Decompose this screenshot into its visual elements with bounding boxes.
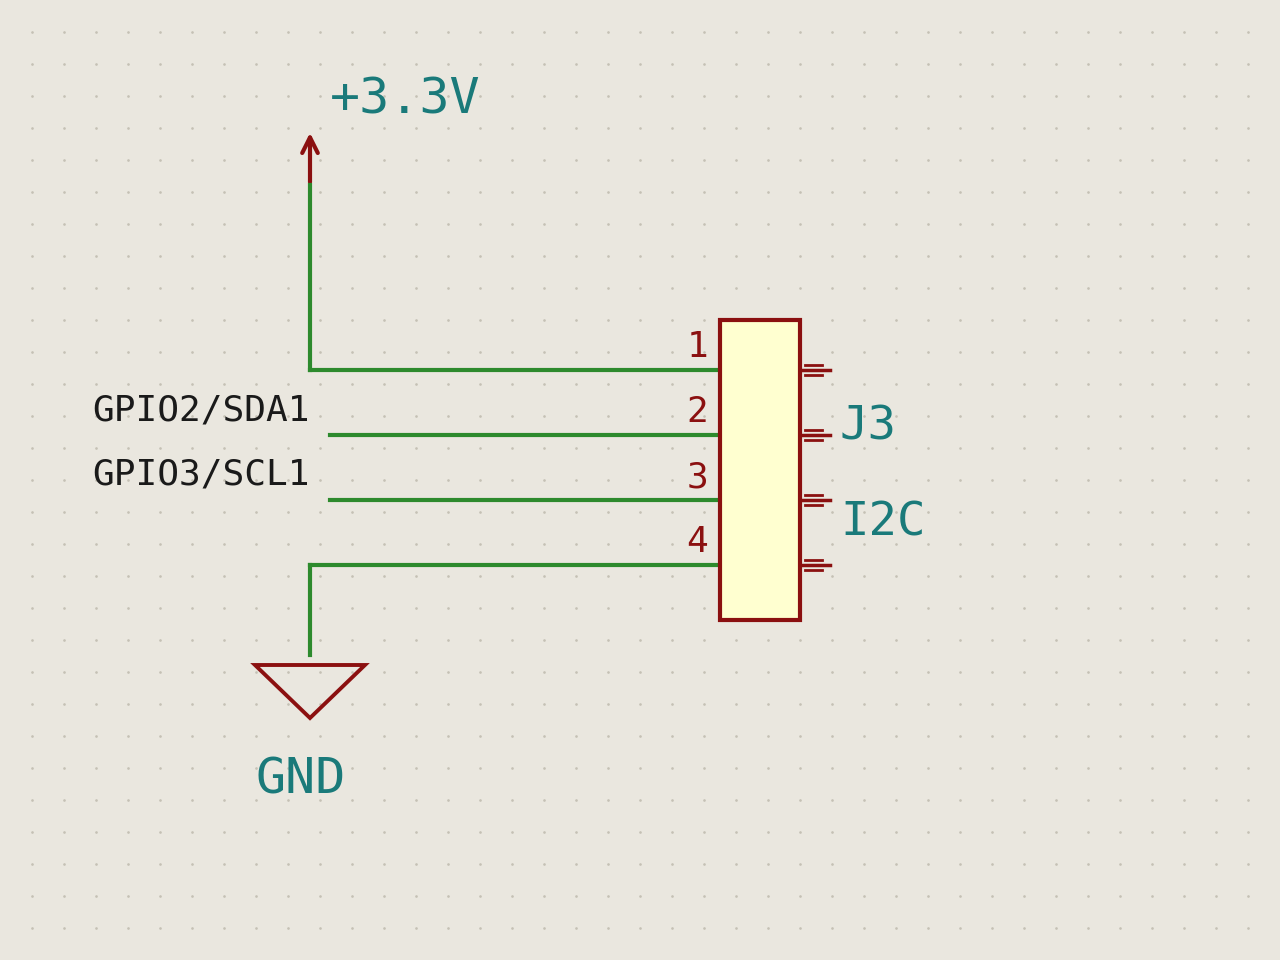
- Text: 1: 1: [686, 330, 708, 364]
- Bar: [719, 320, 800, 620]
- Text: 2: 2: [686, 395, 708, 429]
- Text: GPIO2/SDA1: GPIO2/SDA1: [92, 393, 310, 427]
- Text: GPIO3/SCL1: GPIO3/SCL1: [92, 458, 310, 492]
- Text: J3: J3: [840, 405, 897, 450]
- Text: 4: 4: [686, 525, 708, 559]
- Text: +3.3V: +3.3V: [330, 75, 480, 123]
- Text: GND: GND: [255, 755, 346, 803]
- Text: I2C: I2C: [840, 500, 925, 545]
- Text: 3: 3: [686, 460, 708, 494]
